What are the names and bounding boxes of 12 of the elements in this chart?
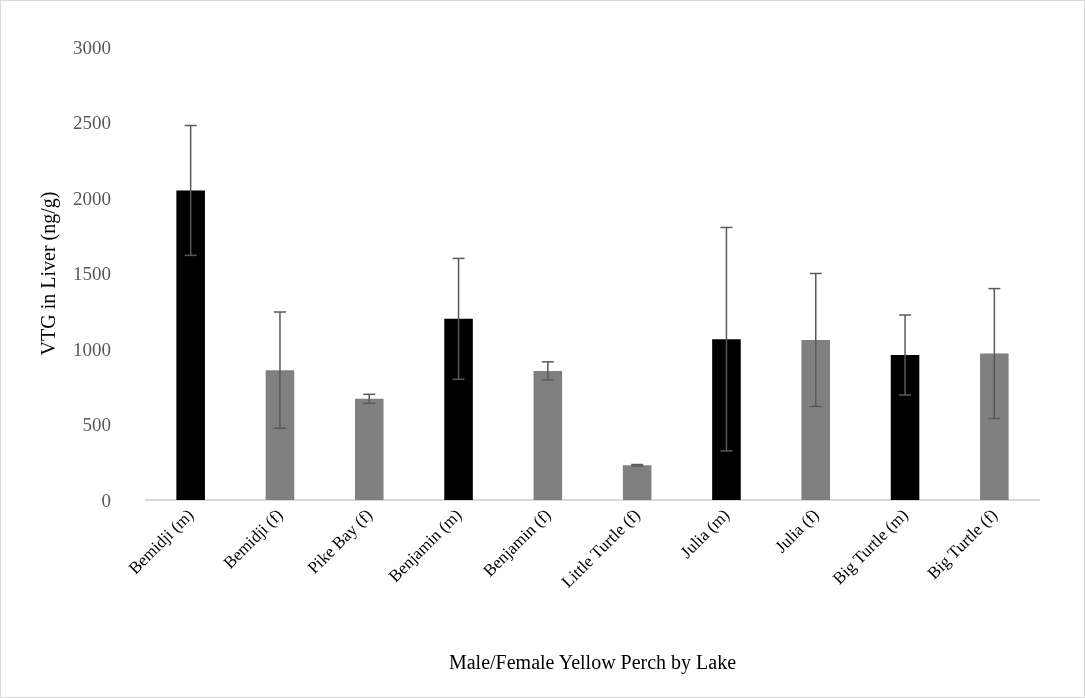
x-tick-label: Julia (m)	[676, 505, 734, 562]
y-tick-label: 2500	[73, 112, 111, 133]
x-tick-label: Pike Bay (f)	[303, 505, 376, 578]
x-axis-title: Male/Female Yellow Perch by Lake	[448, 651, 737, 674]
y-tick-label: 500	[82, 414, 111, 435]
y-tick-label: 2000	[73, 187, 111, 209]
y-tick-label: 1500	[73, 263, 111, 284]
y-axis-title: VTG in Liver (ng/g)	[37, 191, 60, 356]
y-tick-label: 1000	[73, 338, 111, 360]
x-tick-label: Julia (f)	[771, 505, 823, 557]
y-tick-label: 3000	[73, 36, 111, 58]
y-tick-label: 0	[101, 489, 111, 511]
